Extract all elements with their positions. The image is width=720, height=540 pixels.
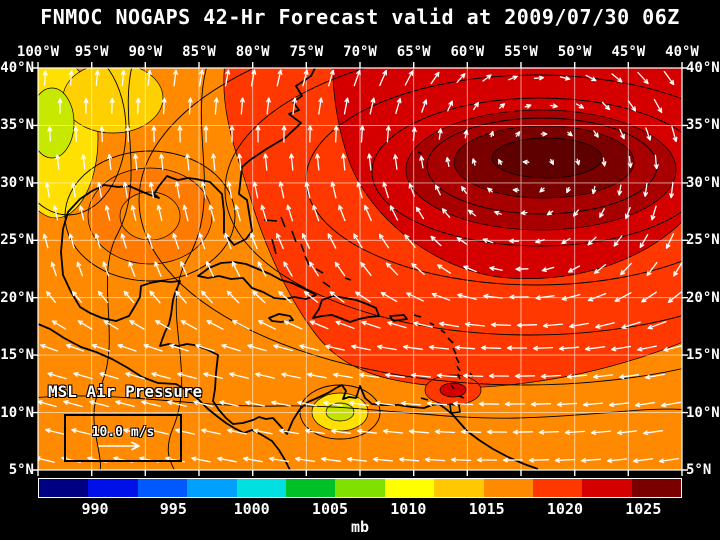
latitude-axis-left: 40°N 35°N 30°N 25°N 20°N 15°N 10°N 5°N [0,0,36,540]
green-low-core [38,87,75,159]
lon-tick-label: 95°W [74,44,109,60]
colorbar-tick-label: 1015 [468,500,505,518]
colorbar-segment [434,479,484,497]
colorbar-tick-label: 1000 [233,500,270,518]
colorbar-tick-labels: 990 995 1000 1005 1010 1015 1020 1025 [38,500,682,518]
colorbar-segment [88,479,138,497]
coastline-bahamas [263,151,423,288]
lat-tick-label: 30°N [0,174,34,191]
lat-tick-label: 5°N [8,462,34,478]
colorbar-segment [39,479,89,497]
coastline-hispaniola [312,295,380,323]
lat-tick-label: 15°N [686,347,720,364]
lat-tick-label: 30°N [686,174,720,191]
colorbar-unit-label: mb [350,518,370,536]
lat-tick-label: 10°N [0,404,34,421]
colorbar-segment [236,479,286,497]
colorbar-segment [582,479,632,497]
wind-reference-label: 10.0 m/s [91,424,155,440]
lat-tick-label: 40°N [0,60,34,76]
colorbar-segment [285,479,336,497]
colorbar: 990 995 1000 1005 1010 1015 1020 1025 mb [38,478,682,536]
colorbar-segment [483,479,533,497]
longitude-axis: 100°W 95°W 90°W 85°W 80°W 75°W 70°W 65°W 60°W 55°… [0,44,720,60]
tick-marks [32,62,688,476]
lon-tick-label: 60°W [450,44,485,60]
lat-tick-label: 20°N [686,289,720,306]
colorbar-segments [38,478,682,498]
lon-tick-label: 70°W [343,44,377,60]
map-area: MSL Air Pressure 10.0 m/s [32,62,688,476]
lat-tick-label: 20°N [0,289,34,306]
colorbar-segment [187,479,237,497]
colorbar-tick-label: 1020 [546,500,584,518]
lat-tick-label: 40°N [686,60,720,76]
field-label: MSL Air Pressure [48,382,203,401]
lat-tick-label: 35°N [0,117,34,134]
coastline-pacific [38,323,291,470]
wind-reference-box: 10.0 m/s [64,414,182,462]
lon-tick-label: 90°W [128,44,163,60]
lon-tick-label: 80°W [235,44,270,60]
high-core-inner [491,137,603,179]
lat-tick-label: 10°N [686,404,720,421]
colorbar-segment [631,479,682,497]
colorbar-segment [137,479,188,497]
colorbar-tick-label: 1005 [311,500,349,518]
lon-tick-label: 40°W [665,44,699,60]
colorbar-tick-label: 1010 [390,500,427,518]
lon-tick-label: 75°W [289,44,324,60]
chart-title: FNMOC NOGAPS 42-Hr Forecast valid at 200… [40,5,680,29]
colorbar-segment [532,479,583,497]
trinidad-red-core [439,382,467,398]
colorbar-tick-label: 990 [81,500,109,518]
lat-tick-label: 35°N [686,117,720,134]
latitude-axis-right: 40°N 35°N 30°N 25°N 20°N 15°N 10°N 5°N [684,0,720,540]
wind-arrow-field [38,69,682,464]
wind-vectors [38,69,682,464]
colorbar-segment [335,479,385,497]
coastline-puerto-rico [389,314,408,322]
coastlines [38,68,539,470]
lon-tick-label: 45°W [611,44,646,60]
lon-tick-label: 85°W [182,44,216,60]
pressure-map [32,62,688,476]
coastline-mainland [60,68,539,470]
coastline-jamaica [268,313,294,323]
colorbar-tick-label: 1025 [625,500,662,518]
lon-tick-label: 65°W [396,44,431,60]
lat-tick-label: 5°N [686,462,712,478]
lat-tick-label: 25°N [686,232,720,249]
coastline-lesser-antilles [413,314,474,414]
lat-tick-label: 15°N [0,347,34,364]
wind-reference-arrow-icon [98,441,140,450]
lon-tick-label: 100°W [16,44,60,60]
lat-tick-label: 25°N [0,232,34,249]
colorbar-segment [384,479,435,497]
colorbar-tick-label: 995 [159,500,187,518]
lon-tick-label: 55°W [504,44,538,60]
lon-tick-label: 50°W [557,44,592,60]
